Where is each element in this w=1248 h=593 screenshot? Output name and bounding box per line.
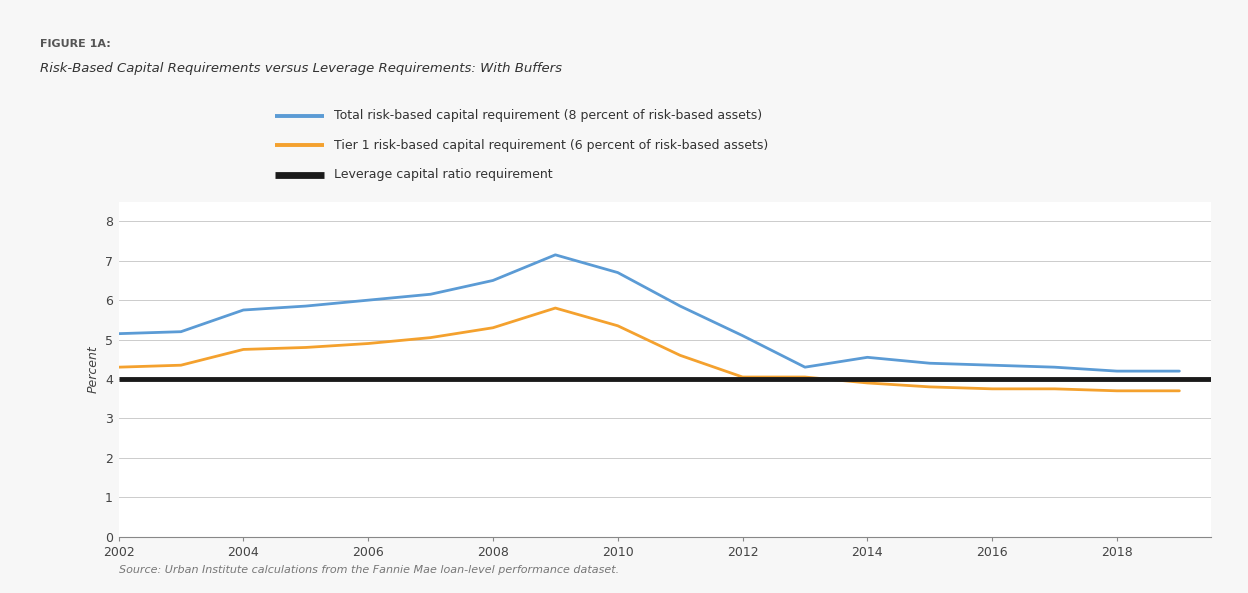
Text: FIGURE 1A:: FIGURE 1A: — [40, 39, 111, 49]
Text: Leverage capital ratio requirement: Leverage capital ratio requirement — [334, 168, 553, 181]
Text: Tier 1 risk-based capital requirement (6 percent of risk-based assets): Tier 1 risk-based capital requirement (6… — [334, 139, 769, 152]
Text: Source: Urban Institute calculations from the Fannie Mae loan-level performance : Source: Urban Institute calculations fro… — [119, 565, 619, 575]
Y-axis label: Percent: Percent — [86, 345, 100, 393]
Text: Risk-Based Capital Requirements versus Leverage Requirements: With Buffers: Risk-Based Capital Requirements versus L… — [40, 62, 562, 75]
Text: Total risk-based capital requirement (8 percent of risk-based assets): Total risk-based capital requirement (8 … — [334, 109, 763, 122]
